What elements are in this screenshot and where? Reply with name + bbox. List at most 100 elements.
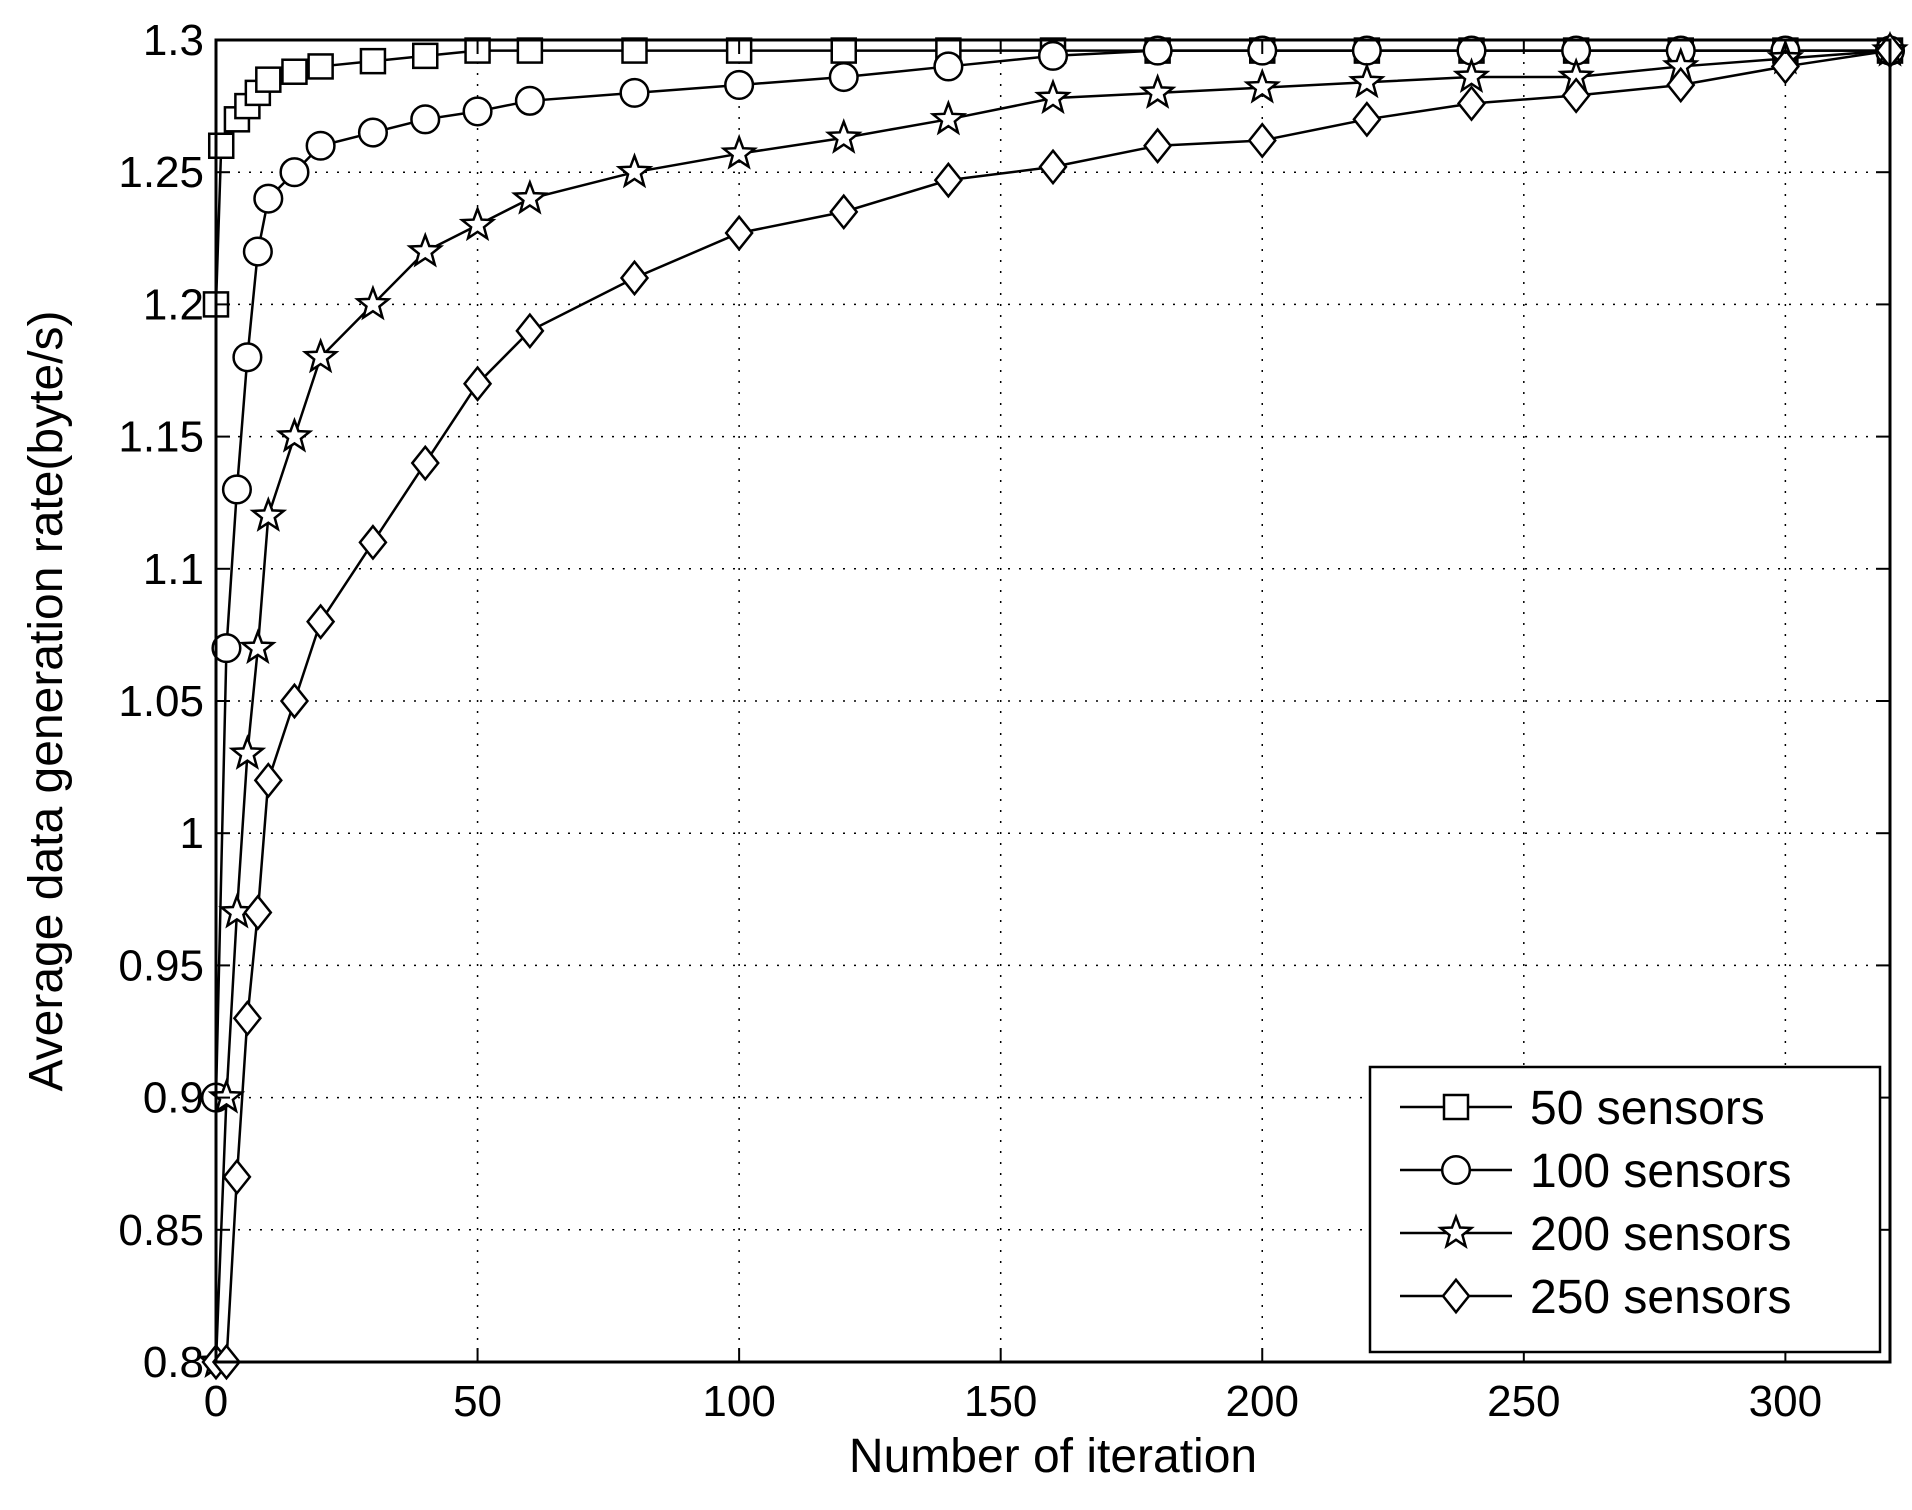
y-tick-label: 0.85 bbox=[118, 1206, 204, 1255]
data-point-star bbox=[511, 178, 549, 215]
data-point-star bbox=[228, 734, 267, 770]
x-tick-label: 200 bbox=[1226, 1377, 1299, 1426]
legend-label: 200 sensors bbox=[1530, 1208, 1792, 1261]
data-point-circle bbox=[933, 51, 964, 82]
data-point-circle bbox=[724, 69, 755, 100]
data-point-square bbox=[412, 42, 439, 70]
data-point-circle bbox=[410, 104, 441, 135]
data-point-star bbox=[354, 284, 392, 321]
data-point-circle bbox=[305, 130, 336, 161]
y-tick-label: 0.95 bbox=[118, 941, 204, 990]
data-point-diamond bbox=[619, 259, 650, 297]
x-tick-label: 0 bbox=[204, 1377, 228, 1426]
y-tick-label: 1 bbox=[180, 809, 204, 858]
y-tick-label: 1.25 bbox=[118, 148, 204, 197]
legend-marker-star bbox=[1437, 1213, 1475, 1249]
data-point-square bbox=[621, 37, 648, 64]
series-markers bbox=[197, 30, 1909, 1381]
data-point-star bbox=[929, 99, 968, 136]
data-point-square bbox=[207, 132, 235, 160]
data-point-diamond bbox=[1143, 127, 1173, 164]
data-point-diamond bbox=[279, 682, 310, 720]
data-point-circle bbox=[357, 117, 388, 148]
data-point-star bbox=[301, 337, 340, 374]
data-point-diamond bbox=[829, 193, 859, 231]
data-point-diamond bbox=[306, 603, 336, 640]
data-point-circle bbox=[232, 342, 263, 373]
legend-marker-diamond bbox=[1441, 1277, 1471, 1315]
data-point-star bbox=[1243, 67, 1282, 104]
y-tick-label: 1.05 bbox=[118, 677, 204, 726]
x-tick-label: 300 bbox=[1749, 1377, 1822, 1426]
data-point-circle bbox=[279, 157, 310, 188]
y-tick-label: 1.1 bbox=[143, 545, 204, 594]
data-point-star bbox=[275, 416, 314, 453]
data-point-star bbox=[1452, 57, 1491, 94]
x-axis-tick-labels: 0 50 100 150 200 250 300 bbox=[204, 1377, 1822, 1426]
data-point-diamond bbox=[724, 214, 754, 252]
data-point-diamond bbox=[1247, 122, 1277, 159]
y-tick-label: 1.15 bbox=[118, 413, 204, 462]
data-point-diamond bbox=[358, 524, 388, 561]
x-axis-title: Number of iteration bbox=[849, 1430, 1257, 1483]
x-tick-label: 150 bbox=[964, 1377, 1037, 1426]
y-tick-label: 1.2 bbox=[143, 280, 204, 329]
data-point-square bbox=[307, 53, 334, 80]
data-point-star bbox=[824, 118, 863, 154]
data-point-diamond bbox=[515, 312, 545, 350]
y-axis-tick-labels: 0.8 0.85 0.9 0.95 1 1.05 1.1 1.15 1.2 1.25 1.3 bbox=[118, 16, 204, 1387]
x-tick-label: 100 bbox=[702, 1377, 775, 1426]
y-axis-title: Average data generation rate(byte/s) bbox=[20, 311, 73, 1092]
data-point-star bbox=[458, 205, 497, 242]
legend-label: 250 sensors bbox=[1530, 1271, 1792, 1324]
data-point-star bbox=[720, 133, 758, 170]
data-point-star bbox=[1348, 62, 1386, 99]
data-point-diamond bbox=[1352, 101, 1382, 138]
x-tick-label: 50 bbox=[453, 1377, 502, 1426]
legend: 50 sensors 100 sensors 200 sensors 250 sens… bbox=[1368, 1065, 1882, 1354]
data-point-circle bbox=[619, 77, 650, 108]
axis-ticks bbox=[215, 39, 1890, 1363]
data-point-diamond bbox=[243, 894, 273, 931]
legend-label: 100 sensors bbox=[1530, 1145, 1792, 1198]
data-point-circle bbox=[242, 236, 273, 267]
data-point-square bbox=[255, 66, 282, 93]
data-point-star bbox=[239, 628, 277, 665]
data-point-circle bbox=[514, 85, 545, 116]
data-point-star bbox=[615, 152, 654, 189]
legend-marker-square bbox=[1442, 1093, 1470, 1121]
data-point-diamond bbox=[1561, 77, 1591, 114]
data-point-diamond bbox=[463, 365, 493, 402]
data-point-circle bbox=[221, 474, 252, 505]
data-point-star bbox=[406, 231, 445, 268]
data-point-diamond bbox=[1666, 66, 1696, 104]
data-point-diamond bbox=[1038, 148, 1068, 186]
data-point-diamond bbox=[253, 762, 283, 799]
data-point-diamond bbox=[1770, 48, 1800, 85]
legend-label: 50 sensors bbox=[1530, 1082, 1765, 1135]
data-point-square bbox=[516, 37, 544, 64]
data-point-diamond bbox=[933, 161, 963, 199]
data-point-circle bbox=[211, 633, 242, 664]
data-point-square bbox=[830, 37, 857, 64]
data-point-diamond bbox=[232, 1000, 262, 1037]
data-point-star bbox=[1034, 78, 1072, 115]
data-point-square bbox=[281, 58, 308, 85]
data-point-diamond bbox=[410, 444, 440, 482]
data-point-star bbox=[249, 496, 288, 532]
data-point-star bbox=[1138, 73, 1177, 109]
data-point-square bbox=[359, 47, 387, 75]
legend-marker-circle bbox=[1440, 1154, 1472, 1186]
data-point-circle bbox=[253, 183, 284, 214]
y-tick-label: 0.9 bbox=[143, 1074, 204, 1123]
data-point-circle bbox=[1142, 35, 1173, 66]
data-point-diamond bbox=[222, 1158, 252, 1196]
y-tick-label: 0.8 bbox=[143, 1338, 204, 1387]
y-tick-label: 1.3 bbox=[143, 16, 204, 65]
data-point-circle bbox=[1037, 40, 1069, 71]
data-point-diamond bbox=[1456, 85, 1487, 122]
x-tick-label: 250 bbox=[1487, 1377, 1560, 1426]
data-point-circle bbox=[828, 61, 859, 93]
data-point-circle bbox=[462, 96, 493, 127]
